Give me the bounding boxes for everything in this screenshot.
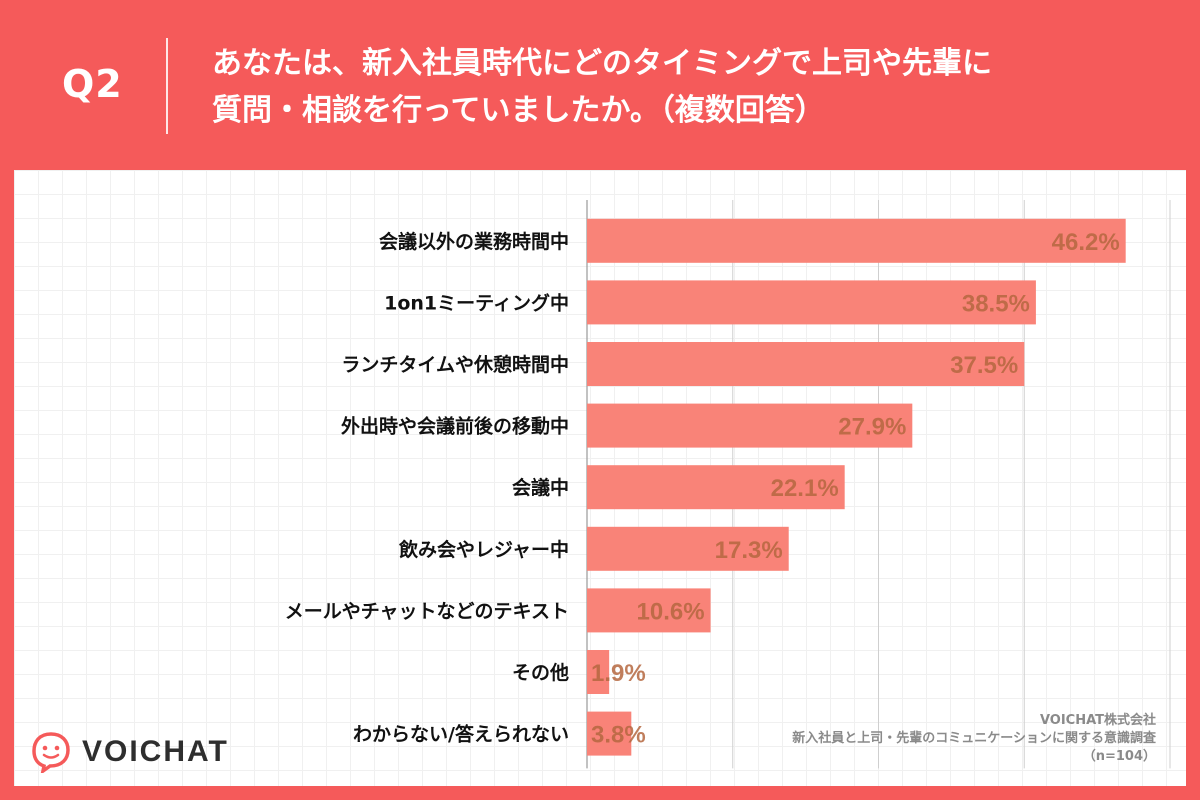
question-line-1: あなたは、新入社員時代にどのタイミングで上司や先輩に (212, 46, 992, 81)
chart-panel: 会議以外の業務時間中 46.2% 1on1ミーティング中 38.5% ランチタイムや休憩… (14, 170, 1186, 786)
category-label: わからない/答えられない (353, 723, 569, 746)
bar (587, 403, 913, 448)
source-note: VOICHAT株式会社 新入社員と上司・先輩のコミュニケーションに関する意識調査… (792, 712, 1156, 766)
bar (587, 465, 845, 510)
bar (587, 711, 632, 756)
logo-text: VOICHAT (82, 735, 229, 768)
category-label: 飲み会やレジャー中 (398, 538, 569, 561)
chat-bubble-face-icon (32, 732, 70, 773)
value-label: 1.9% (591, 660, 646, 687)
bar (587, 588, 711, 633)
brand-logo: VOICHAT (30, 730, 229, 774)
category-label: 会議以外の業務時間中 (379, 230, 569, 253)
value-label: 46.2% (1052, 229, 1120, 256)
value-label: 37.5% (950, 352, 1018, 379)
header-divider (166, 38, 168, 134)
question-line-2: 質問・相談を行っていましたか。（複数回答） (212, 93, 825, 128)
bar (587, 342, 1025, 386)
bar (587, 526, 789, 571)
value-label: 27.9% (838, 414, 906, 441)
value-label: 17.3% (715, 537, 783, 564)
category-label: 外出時や会議前後の移動中 (341, 415, 569, 438)
value-label: 38.5% (962, 290, 1030, 317)
bar (587, 218, 1126, 263)
value-label: 22.1% (771, 475, 839, 502)
source-survey: 新入社員と上司・先輩のコミュニケーションに関する意識調査 (792, 731, 1156, 746)
bar (587, 650, 610, 694)
category-label: メールやチャットなどのテキスト (285, 600, 569, 622)
bar (587, 280, 1036, 325)
category-label: 1on1ミーティング中 (384, 291, 569, 314)
category-label: その他 (512, 661, 569, 684)
value-label: 10.6% (637, 598, 705, 625)
category-label: ランチタイムや休憩時間中 (341, 353, 569, 376)
value-label: 3.8% (591, 722, 646, 749)
source-company: VOICHAT株式会社 (1039, 713, 1156, 728)
question-number: Q2 (62, 62, 123, 106)
category-label: 会議中 (512, 476, 569, 499)
header: Q2 あなたは、新入社員時代にどのタイミングで上司や先輩に 質問・相談を行ってい… (0, 0, 1200, 170)
question-text: あなたは、新入社員時代にどのタイミングで上司や先輩に 質問・相談を行っていました… (212, 40, 1172, 134)
source-sample: （n=104） (1082, 749, 1156, 764)
bar-chart: 会議以外の業務時間中 46.2% 1on1ミーティング中 38.5% ランチタイムや休憩… (285, 200, 1171, 769)
